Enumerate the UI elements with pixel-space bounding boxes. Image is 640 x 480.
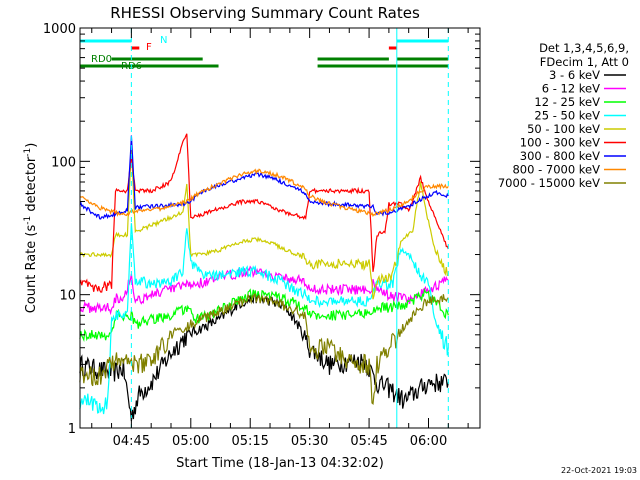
x-tick-label: 04:45: [113, 434, 150, 449]
legend-label: 12 - 25 keV: [534, 95, 600, 109]
y-tick-label: 100: [51, 155, 76, 170]
legend-label: 100 - 300 keV: [520, 136, 600, 150]
series-line: [79, 145, 449, 300]
x-axis-ticks: 04:45 05:00 05:15 05:30 05:45 06:00: [91, 28, 469, 449]
flag-bar-label: N: [160, 35, 167, 46]
y-axis-label-exp1: -1: [23, 216, 33, 225]
vertical-markers: [130, 28, 449, 428]
y-tick-label: 1: [68, 422, 76, 437]
legend-label: 7000 - 15000 keV: [498, 176, 600, 190]
footer-date: 22-Oct-2021 19:03: [561, 466, 637, 475]
flag-bar-label: RD0: [91, 54, 112, 65]
y-axis-ticks: 1 10 100 1000: [43, 22, 480, 437]
y-axis-label-end: ): [24, 143, 39, 148]
x-tick-label: 06:00: [410, 434, 447, 449]
series-line: [79, 291, 449, 422]
series-line: [79, 133, 449, 293]
legend-label: 800 - 7000 keV: [512, 163, 600, 177]
legend-label: 3 - 6 keV: [549, 68, 600, 82]
y-axis-label-main: Count Rate (s: [24, 225, 39, 314]
y-tick-label: 10: [59, 289, 76, 304]
legend-label: 25 - 50 keV: [534, 109, 600, 123]
y-axis-label-exp2: -1: [23, 148, 33, 157]
legend-header-line-2: FDecim 1, Att 0: [540, 55, 629, 69]
x-tick-label: 05:45: [350, 434, 387, 449]
legend-label: 300 - 800 keV: [520, 149, 600, 163]
y-tick-label: 1000: [43, 22, 76, 37]
series-line: [79, 223, 449, 415]
legend: Det 1,3,4,5,6,9, FDecim 1, Att 0 3 - 6 k…: [498, 41, 629, 190]
legend-label: 6 - 12 keV: [542, 82, 600, 96]
y-axis-label-mid: detector: [24, 156, 39, 216]
chart-title: RHESSI Observing Summary Count Rates: [110, 4, 420, 22]
legend-label: 50 - 100 keV: [527, 122, 600, 136]
series-line: [79, 135, 449, 220]
y-axis-label: Count Rate (s-1 detector-1): [23, 143, 39, 314]
series-layer: [79, 133, 449, 422]
series-line: [79, 287, 449, 343]
flag-bar-label: F: [146, 42, 152, 53]
x-tick-label: 05:30: [291, 434, 328, 449]
legend-header-line-1: Det 1,3,4,5,6,9,: [539, 41, 629, 55]
x-tick-label: 05:00: [172, 434, 209, 449]
x-tick-label: 05:15: [231, 434, 268, 449]
x-axis-label: Start Time (18-Jan-13 04:32:02): [176, 456, 384, 471]
series-line: [79, 168, 449, 217]
series-line: [79, 293, 449, 405]
plot-frame: [79, 27, 481, 429]
